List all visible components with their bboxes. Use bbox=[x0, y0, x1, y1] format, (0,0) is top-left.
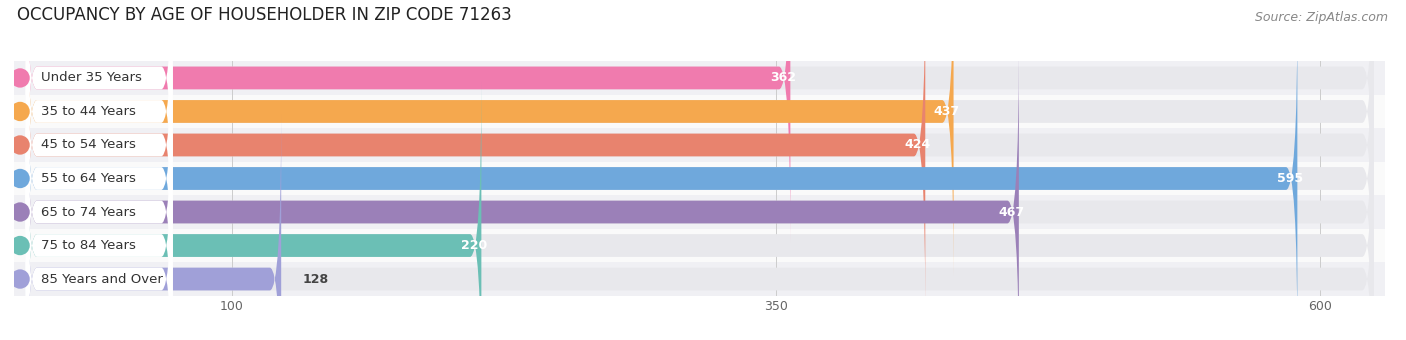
FancyBboxPatch shape bbox=[25, 81, 1374, 340]
Ellipse shape bbox=[10, 269, 30, 289]
Text: Source: ZipAtlas.com: Source: ZipAtlas.com bbox=[1254, 11, 1388, 24]
FancyBboxPatch shape bbox=[25, 0, 1374, 276]
Text: 467: 467 bbox=[998, 205, 1025, 219]
Text: 437: 437 bbox=[934, 105, 959, 118]
FancyBboxPatch shape bbox=[25, 115, 173, 340]
Bar bbox=[14, 262, 1385, 296]
FancyBboxPatch shape bbox=[25, 0, 790, 242]
FancyBboxPatch shape bbox=[25, 0, 953, 276]
FancyBboxPatch shape bbox=[25, 14, 173, 340]
FancyBboxPatch shape bbox=[25, 81, 481, 340]
Text: 424: 424 bbox=[904, 138, 931, 152]
FancyBboxPatch shape bbox=[25, 14, 1298, 340]
FancyBboxPatch shape bbox=[25, 0, 173, 309]
Ellipse shape bbox=[10, 68, 30, 88]
Text: 35 to 44 Years: 35 to 44 Years bbox=[41, 105, 136, 118]
Text: 75 to 84 Years: 75 to 84 Years bbox=[41, 239, 136, 252]
Bar bbox=[14, 128, 1385, 162]
Text: 65 to 74 Years: 65 to 74 Years bbox=[41, 205, 136, 219]
Ellipse shape bbox=[10, 169, 30, 188]
FancyBboxPatch shape bbox=[25, 0, 925, 309]
Text: 128: 128 bbox=[302, 273, 329, 286]
Text: Under 35 Years: Under 35 Years bbox=[41, 71, 142, 84]
Ellipse shape bbox=[10, 135, 30, 155]
FancyBboxPatch shape bbox=[25, 115, 1374, 340]
Text: 55 to 64 Years: 55 to 64 Years bbox=[41, 172, 136, 185]
Text: OCCUPANCY BY AGE OF HOUSEHOLDER IN ZIP CODE 71263: OCCUPANCY BY AGE OF HOUSEHOLDER IN ZIP C… bbox=[17, 6, 512, 24]
FancyBboxPatch shape bbox=[25, 81, 173, 340]
FancyBboxPatch shape bbox=[25, 115, 281, 340]
FancyBboxPatch shape bbox=[25, 0, 173, 242]
Text: 45 to 54 Years: 45 to 54 Years bbox=[41, 138, 136, 152]
Text: 85 Years and Over: 85 Years and Over bbox=[41, 273, 163, 286]
Bar bbox=[14, 229, 1385, 262]
Text: 220: 220 bbox=[461, 239, 486, 252]
FancyBboxPatch shape bbox=[25, 48, 1374, 340]
Bar bbox=[14, 61, 1385, 95]
Bar bbox=[14, 162, 1385, 195]
FancyBboxPatch shape bbox=[25, 0, 1374, 242]
Text: 595: 595 bbox=[1277, 172, 1303, 185]
FancyBboxPatch shape bbox=[25, 14, 1374, 340]
Ellipse shape bbox=[10, 202, 30, 222]
FancyBboxPatch shape bbox=[25, 0, 1374, 309]
Bar bbox=[14, 95, 1385, 128]
Ellipse shape bbox=[10, 102, 30, 121]
Ellipse shape bbox=[10, 236, 30, 255]
Bar bbox=[14, 195, 1385, 229]
FancyBboxPatch shape bbox=[25, 48, 1019, 340]
FancyBboxPatch shape bbox=[25, 48, 173, 340]
Text: 362: 362 bbox=[770, 71, 796, 84]
FancyBboxPatch shape bbox=[25, 0, 173, 276]
